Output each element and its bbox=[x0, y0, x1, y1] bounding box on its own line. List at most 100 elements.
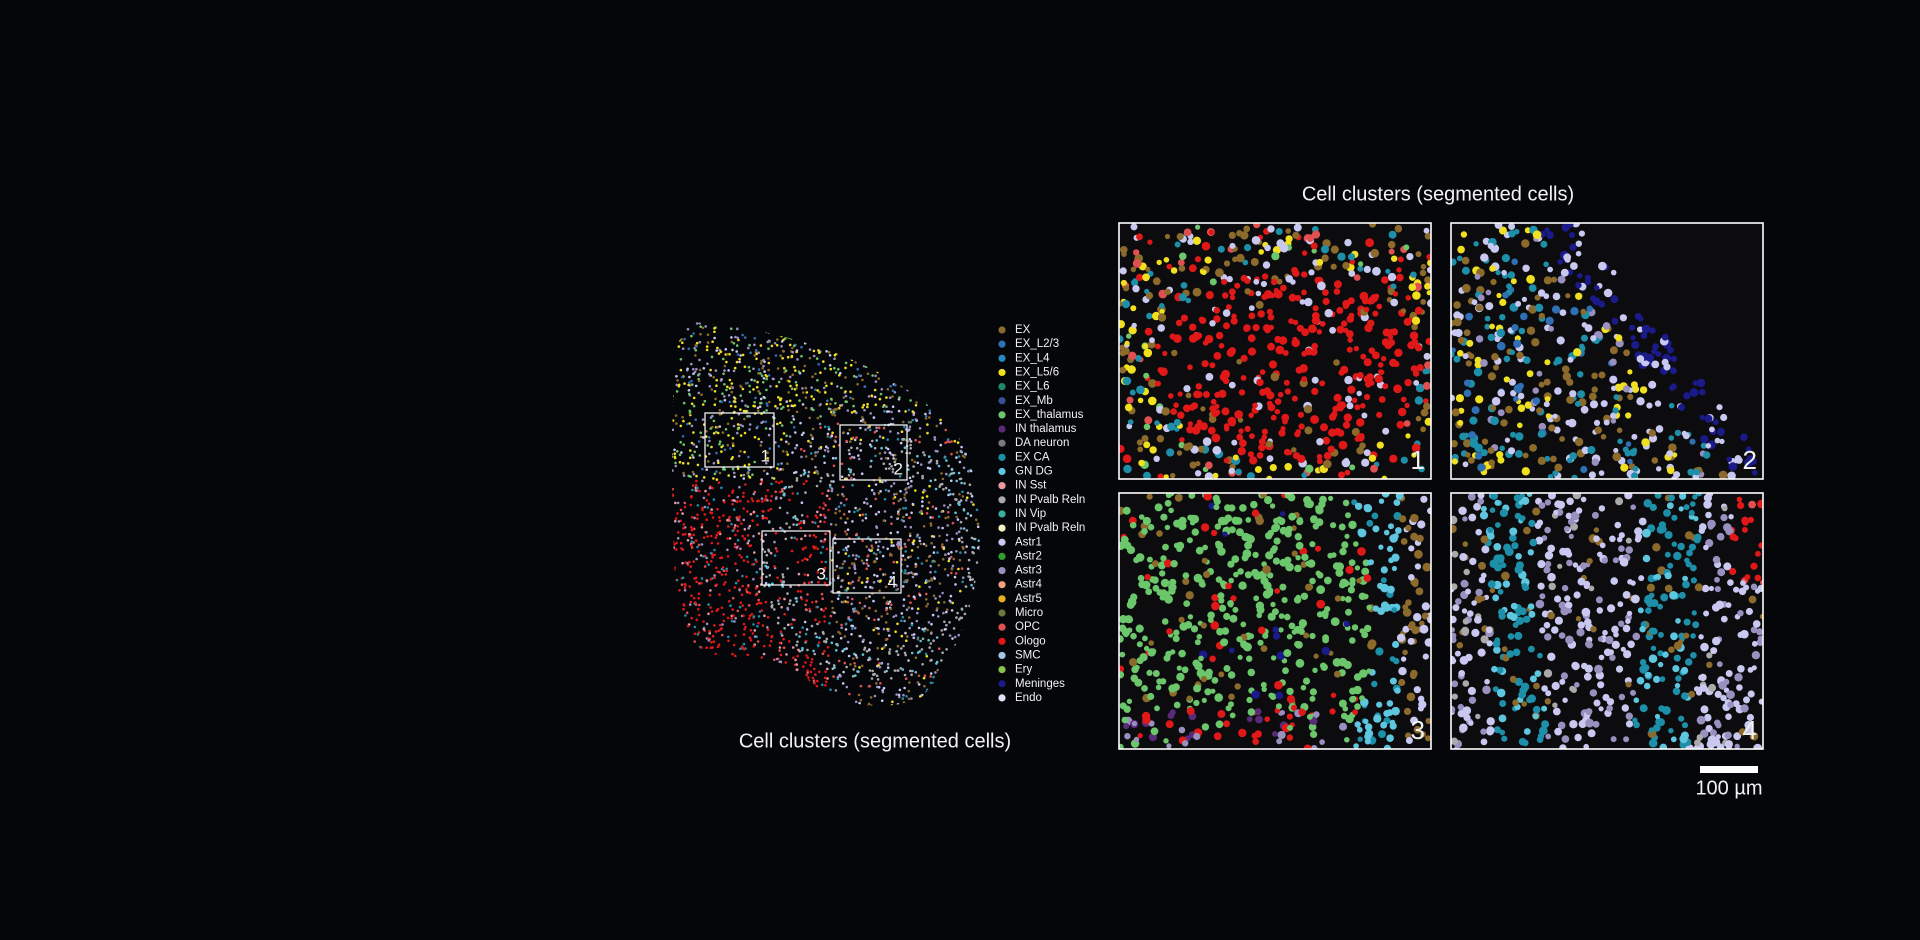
cell-dot bbox=[923, 629, 926, 633]
cell-dot bbox=[872, 628, 875, 632]
cell-dot bbox=[1341, 541, 1349, 549]
cell-dot bbox=[943, 620, 946, 624]
cell-dot bbox=[692, 596, 696, 600]
cell-dot bbox=[1493, 364, 1499, 371]
cell-dot bbox=[1507, 271, 1516, 279]
cell-dot bbox=[1414, 306, 1423, 315]
cell-dot bbox=[799, 526, 803, 530]
legend-swatch bbox=[998, 651, 1006, 660]
cell-dot bbox=[1268, 360, 1278, 369]
cell-dot bbox=[926, 431, 929, 435]
cell-dot bbox=[937, 647, 941, 650]
cell-dot bbox=[960, 616, 964, 620]
cell-dot bbox=[739, 499, 742, 503]
cell-dot bbox=[1239, 439, 1247, 448]
cell-dot bbox=[1459, 432, 1467, 441]
cell-dot bbox=[966, 491, 970, 495]
cell-dot bbox=[918, 695, 922, 698]
cell-dot bbox=[1240, 274, 1248, 282]
cell-dot bbox=[874, 403, 878, 407]
cell-dot bbox=[778, 596, 782, 600]
cell-dot bbox=[722, 613, 725, 616]
cell-dot bbox=[766, 340, 769, 344]
cell-dot bbox=[904, 525, 907, 529]
cell-dot bbox=[1144, 288, 1150, 294]
cell-dot bbox=[748, 343, 751, 347]
cell-dot bbox=[1463, 439, 1472, 448]
cell-dot bbox=[739, 547, 742, 551]
cell-dot bbox=[1133, 249, 1140, 256]
cell-dot bbox=[876, 533, 880, 536]
cell-dot bbox=[1346, 402, 1354, 410]
cell-dot bbox=[852, 610, 856, 613]
cell-dot bbox=[767, 548, 770, 552]
cell-dot bbox=[779, 660, 783, 664]
cell-dot bbox=[729, 327, 733, 331]
cell-dot bbox=[1609, 358, 1617, 366]
cell-dot bbox=[684, 584, 687, 587]
cell-dot bbox=[688, 381, 691, 384]
cell-dot bbox=[870, 549, 873, 552]
cell-dot bbox=[1240, 375, 1247, 381]
cell-dot bbox=[1534, 303, 1544, 312]
cell-dot bbox=[731, 502, 734, 506]
cell-dot bbox=[1269, 292, 1275, 299]
cell-dot bbox=[788, 640, 791, 643]
cell-dot bbox=[855, 375, 858, 379]
cell-dot bbox=[908, 534, 912, 538]
cell-dot bbox=[787, 442, 790, 446]
cell-dot bbox=[723, 398, 727, 402]
cell-dot bbox=[824, 504, 827, 507]
cell-dot bbox=[834, 523, 838, 527]
cell-dot bbox=[948, 621, 951, 624]
cell-dot bbox=[1270, 278, 1278, 286]
cell-dot bbox=[816, 679, 819, 683]
cell-dot bbox=[861, 519, 864, 522]
cell-dot bbox=[1517, 422, 1523, 429]
cell-dot bbox=[811, 437, 814, 441]
cell-dot bbox=[960, 567, 964, 570]
cell-dot bbox=[1218, 604, 1227, 612]
legend-swatch bbox=[998, 524, 1006, 532]
cell-dot bbox=[1258, 249, 1264, 255]
cell-dot bbox=[1462, 461, 1469, 468]
cell-dot bbox=[811, 375, 814, 379]
cell-dot bbox=[751, 499, 755, 503]
cell-dot bbox=[693, 625, 697, 629]
cell-dot bbox=[1224, 426, 1230, 432]
cell-dot bbox=[1155, 380, 1161, 387]
cell-dot bbox=[1403, 244, 1410, 251]
cell-dot bbox=[1221, 278, 1228, 285]
cell-dot bbox=[713, 390, 717, 393]
cell-dot bbox=[1295, 366, 1303, 374]
cell-dot bbox=[823, 650, 826, 653]
cell-dot bbox=[1457, 245, 1465, 254]
cell-dot bbox=[1160, 555, 1167, 562]
cell-dot bbox=[675, 375, 678, 378]
cell-dot bbox=[1248, 305, 1255, 311]
cell-dot bbox=[763, 516, 766, 520]
cell-dot bbox=[1338, 440, 1348, 450]
cell-dot bbox=[1716, 404, 1723, 411]
cell-dot bbox=[733, 654, 737, 658]
cell-dot bbox=[1346, 346, 1353, 353]
cell-dot bbox=[1333, 288, 1341, 295]
cell-dot bbox=[834, 408, 837, 412]
cell-dot bbox=[1196, 419, 1203, 425]
zoom-panel bbox=[1119, 493, 1431, 749]
cell-dot bbox=[925, 592, 928, 596]
cell-dot bbox=[1593, 285, 1600, 291]
cell-dot bbox=[961, 576, 965, 579]
cell-dot bbox=[748, 390, 752, 394]
cell-dot bbox=[1358, 592, 1367, 600]
cell-dot bbox=[811, 601, 814, 604]
cell-dot bbox=[710, 508, 713, 511]
cell-dot bbox=[813, 681, 816, 685]
cell-dot bbox=[1265, 551, 1274, 560]
cell-dot bbox=[873, 672, 876, 676]
cell-dot bbox=[1132, 285, 1140, 293]
cell-dot bbox=[790, 622, 793, 626]
cell-dot bbox=[1569, 452, 1577, 460]
cell-dot bbox=[815, 516, 819, 519]
cell-dot bbox=[723, 395, 726, 398]
